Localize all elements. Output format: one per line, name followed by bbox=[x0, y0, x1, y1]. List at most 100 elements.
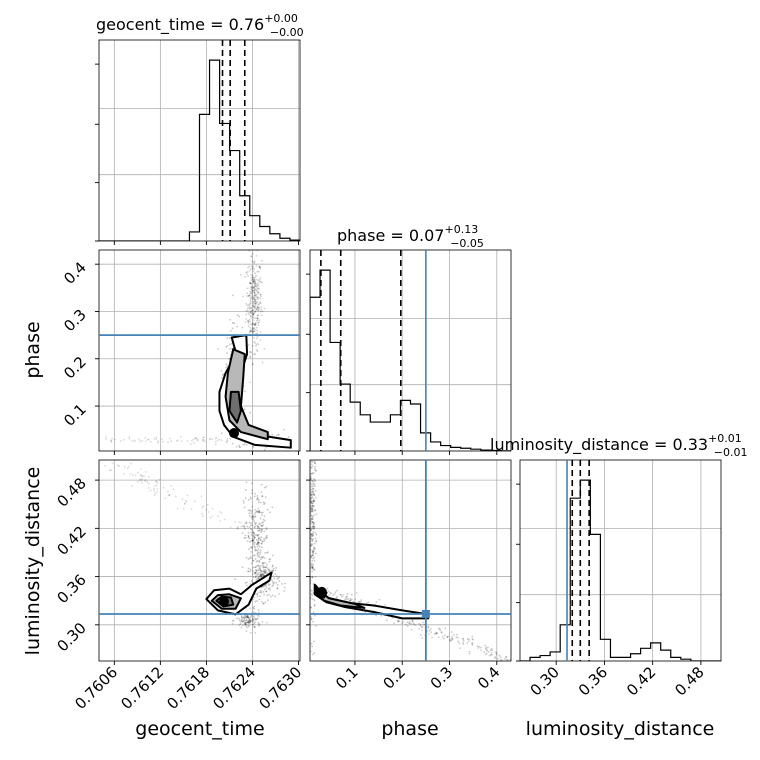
scatter-point bbox=[254, 272, 256, 274]
scatter-point bbox=[312, 530, 315, 533]
scatter-point bbox=[254, 310, 257, 313]
scatter-point bbox=[312, 640, 315, 643]
scatter-point bbox=[256, 317, 258, 320]
scatter-point bbox=[263, 307, 266, 310]
scatter-point bbox=[313, 546, 315, 549]
scatter-point bbox=[277, 434, 280, 437]
scatter-point bbox=[313, 548, 316, 551]
scatter-point bbox=[491, 653, 493, 656]
scatter-point bbox=[231, 327, 234, 330]
title-phase-sub: −0.05 bbox=[450, 237, 484, 250]
scatter-point bbox=[256, 306, 259, 309]
scatter-point bbox=[233, 520, 236, 523]
scatter-point bbox=[401, 622, 403, 625]
scatter-point bbox=[181, 498, 184, 500]
scatter-point bbox=[226, 344, 229, 347]
scatter-point bbox=[310, 518, 313, 521]
scatter-point bbox=[261, 564, 263, 567]
scatter-point bbox=[245, 616, 248, 619]
scatter-point bbox=[253, 571, 256, 574]
scatter-point bbox=[251, 289, 254, 292]
scatter-point bbox=[312, 611, 315, 614]
scatter-point bbox=[251, 309, 254, 312]
scatter-point bbox=[254, 294, 256, 297]
scatter-point bbox=[256, 289, 258, 292]
scatter-point bbox=[259, 310, 262, 313]
scatter-point bbox=[413, 623, 416, 626]
scatter-point bbox=[254, 618, 257, 621]
scatter-point bbox=[258, 321, 260, 324]
scatter-point bbox=[128, 436, 131, 438]
scatter-point bbox=[258, 511, 261, 514]
scatter-point bbox=[247, 558, 250, 560]
scatter-point bbox=[271, 565, 274, 568]
scatter-point bbox=[488, 654, 491, 657]
scatter-point bbox=[506, 658, 509, 661]
scatter-point bbox=[252, 606, 255, 609]
scatter-point bbox=[111, 437, 114, 440]
scatter-point bbox=[310, 478, 312, 481]
scatter-point bbox=[254, 332, 257, 335]
scatter-point bbox=[243, 616, 245, 619]
scatter-point bbox=[366, 602, 368, 604]
scatter-point bbox=[462, 637, 465, 640]
scatter-point bbox=[255, 568, 257, 571]
scatter-point bbox=[259, 569, 262, 571]
scatter-point bbox=[244, 622, 247, 624]
scatter-point bbox=[254, 276, 257, 279]
scatter-point bbox=[312, 427, 314, 429]
xlabel-geocent-time: geocent_time bbox=[135, 718, 264, 740]
scatter-point bbox=[251, 253, 254, 255]
scatter-point bbox=[241, 326, 244, 329]
scatter-point bbox=[244, 275, 247, 278]
scatter-point bbox=[261, 540, 264, 543]
scatter-point bbox=[257, 541, 260, 544]
tick-label-y-phase: 0.4 bbox=[60, 258, 90, 288]
scatter-point bbox=[487, 646, 489, 649]
scatter-point bbox=[211, 515, 214, 518]
scatter-point bbox=[255, 302, 258, 305]
scatter-point bbox=[247, 534, 250, 537]
scatter-point bbox=[248, 305, 251, 307]
scatter-point bbox=[258, 523, 260, 526]
scatter-point bbox=[310, 460, 313, 461]
scatter-point bbox=[250, 551, 253, 553]
scatter-point bbox=[251, 363, 254, 365]
scatter-point bbox=[252, 314, 255, 317]
scatter-point bbox=[243, 408, 246, 411]
scatter-point bbox=[249, 307, 251, 310]
scatter-point bbox=[245, 522, 248, 524]
scatter-point bbox=[257, 525, 260, 528]
scatter-point bbox=[259, 517, 262, 520]
scatter-point bbox=[247, 621, 250, 624]
scatter-point bbox=[311, 526, 314, 529]
scatter-point bbox=[314, 455, 316, 457]
scatter-point bbox=[313, 527, 315, 530]
scatter-point bbox=[310, 485, 313, 488]
scatter-point bbox=[462, 643, 465, 646]
scatter-point bbox=[310, 544, 313, 547]
scatter-point bbox=[252, 531, 254, 534]
tick-label-x-phase: 0.4 bbox=[474, 663, 504, 693]
scatter-point bbox=[247, 570, 250, 573]
scatter-point bbox=[249, 616, 252, 618]
scatter-point bbox=[252, 330, 255, 333]
scatter-point bbox=[250, 580, 253, 582]
scatter-point bbox=[252, 514, 254, 517]
scatter-point bbox=[256, 278, 258, 281]
scatter-point bbox=[259, 574, 262, 577]
scatter-point bbox=[248, 618, 251, 620]
scatter-point bbox=[314, 447, 316, 449]
scatter-point bbox=[278, 593, 281, 595]
scatter-point bbox=[190, 508, 193, 510]
title-luminosity-distance-sub: −0.01 bbox=[714, 446, 748, 459]
scatter-point bbox=[259, 595, 262, 597]
scatter-point bbox=[250, 540, 253, 542]
scatter-point bbox=[251, 278, 254, 281]
scatter-point bbox=[345, 596, 348, 598]
scatter-point bbox=[311, 438, 313, 440]
scatter-point bbox=[313, 479, 316, 481]
scatter-point bbox=[252, 539, 254, 542]
scatter-point bbox=[252, 330, 254, 333]
scatter-point bbox=[430, 631, 432, 634]
